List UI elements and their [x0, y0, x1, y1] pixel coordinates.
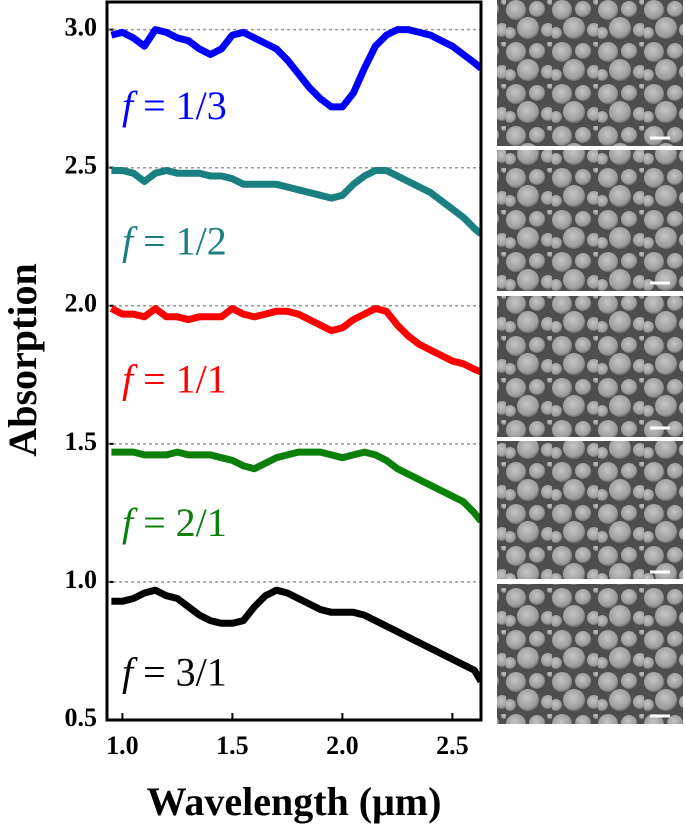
y-tick-label: 3.0	[65, 13, 98, 42]
curve-label: f = 1/1	[122, 357, 227, 402]
sem-image	[497, 296, 683, 437]
scale-bars	[650, 136, 670, 718]
curve-label: f = 1/3	[122, 83, 227, 128]
y-tick-label: 1.5	[65, 427, 98, 456]
curve-label: f = 2/1	[122, 500, 227, 545]
sem-image	[497, 150, 683, 291]
curve-label: f = 1/2	[122, 219, 227, 264]
line	[111, 448, 481, 524]
y-tick-label: 1.0	[65, 565, 98, 594]
line	[109, 305, 481, 376]
y-tick-label: 2.5	[65, 151, 98, 180]
x-tick-label: 2.0	[326, 731, 359, 760]
curve-label: f = 3/1	[122, 649, 227, 694]
sem-images	[497, 0, 683, 724]
sem-image	[497, 584, 683, 724]
sem-image	[497, 0, 683, 146]
line	[110, 26, 481, 111]
x-tick-label: 2.5	[436, 731, 469, 760]
line	[111, 586, 481, 684]
line	[111, 167, 481, 237]
x-axis-label: Wavelength (μm)	[147, 779, 442, 824]
plot-frame	[105, 0, 483, 722]
x-tick-label: 1.0	[106, 731, 139, 760]
x-tick-label: 1.5	[216, 731, 249, 760]
y-tick-label: 2.0	[65, 289, 98, 318]
sem-image	[497, 441, 683, 579]
y-tick-label: 0.5	[65, 703, 98, 732]
y-axis-label: Absorption	[0, 263, 45, 456]
